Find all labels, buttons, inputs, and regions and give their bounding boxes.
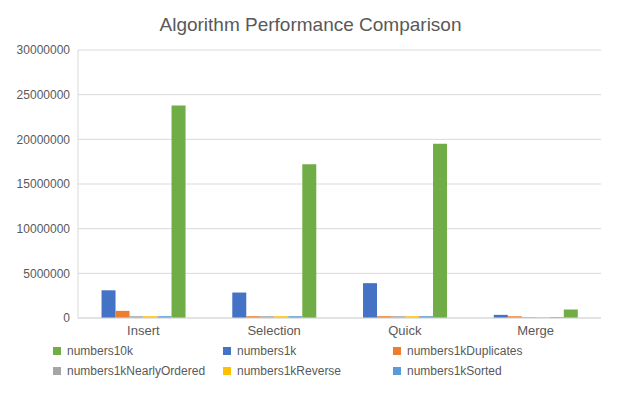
html-text:numbers10k: numbers10k: [67, 344, 133, 358]
svg-text:25000000: 25000000: [17, 88, 71, 102]
svg-text:10000000: 10000000: [17, 222, 71, 236]
html-text:numbers1kDuplicates: numbers1kDuplicates: [407, 344, 523, 358]
html-text:Algorithm Performance Comparis: Algorithm Performance Comparison: [159, 14, 462, 35]
svg-text:Insert: Insert: [127, 323, 160, 338]
svg-text:15000000: 15000000: [17, 177, 71, 191]
html-text:numbers1k: numbers1k: [237, 344, 297, 358]
html-text:numbers1kSorted: numbers1kSorted: [407, 364, 502, 378]
svg-text:Quick: Quick: [388, 323, 422, 338]
svg-text:5000000: 5000000: [23, 267, 70, 281]
html-text:numbers1kReverse: numbers1kReverse: [237, 364, 341, 378]
svg-text:Merge: Merge: [517, 323, 554, 338]
html-text:numbers1kNearlyOrdered: numbers1kNearlyOrdered: [67, 364, 206, 378]
svg-text:20000000: 20000000: [17, 133, 71, 147]
svg-text:0: 0: [63, 311, 70, 325]
svg-text:Selection: Selection: [247, 323, 300, 338]
svg-text:30000000: 30000000: [17, 43, 71, 57]
